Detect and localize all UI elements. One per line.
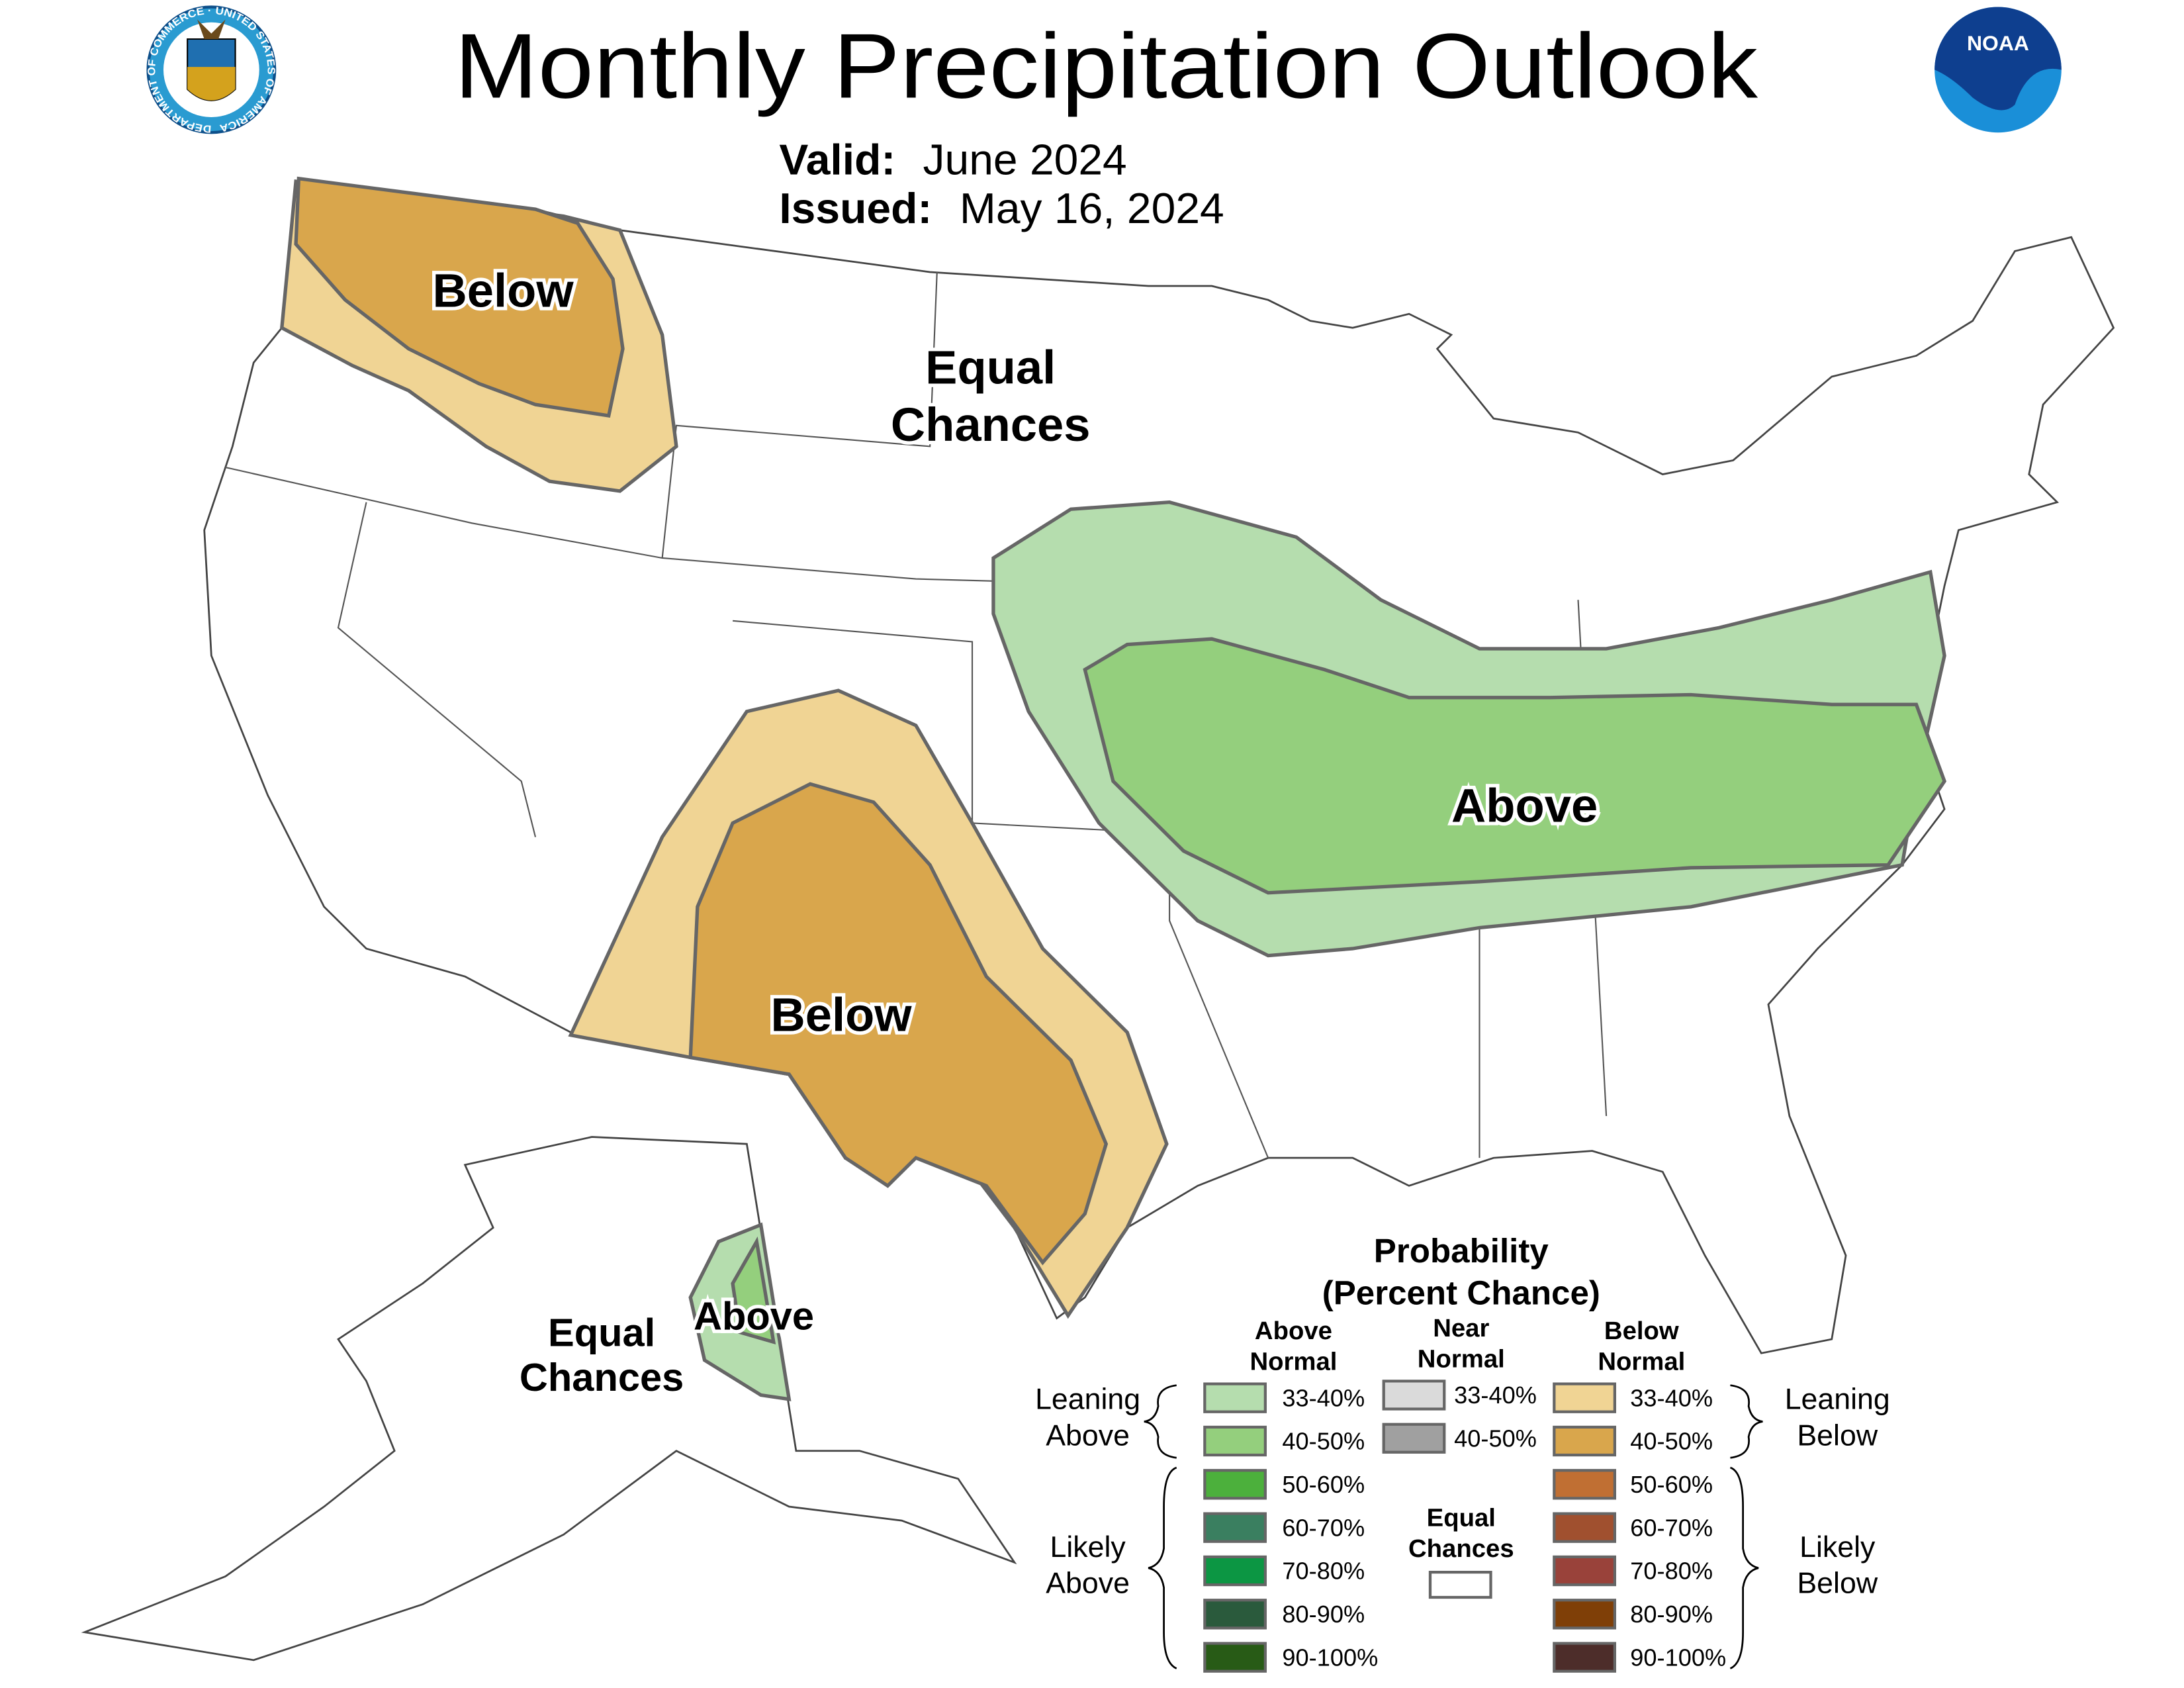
legend-title-2: (Percent Chance) — [1322, 1274, 1600, 1312]
alaska-above-label: Above — [694, 1294, 814, 1338]
alaska-equal-chances-label-2: Chances — [520, 1355, 684, 1399]
legend-swatch-above — [1203, 1512, 1267, 1543]
legend-title-1: Probability — [1374, 1232, 1549, 1270]
legend-col-below-1: Below — [1604, 1317, 1679, 1345]
legend-range-below: 60-70% — [1630, 1514, 1713, 1541]
leaning-above-label-1: Leaning — [1035, 1383, 1140, 1416]
valid-label: Valid: — [779, 136, 895, 184]
valid-value: June 2024 — [923, 136, 1127, 184]
issued-value: May 16, 2024 — [960, 184, 1224, 232]
legend-equal-chances-2: Chances — [1408, 1534, 1514, 1563]
legend-range-below: 90-100% — [1630, 1644, 1726, 1671]
legend-swatch-above — [1203, 1599, 1267, 1630]
sw-below-40-50-region — [688, 782, 1109, 1266]
leaning-below-label-1: Leaning — [1785, 1383, 1890, 1416]
plains-equal-chances-label-1: Equal — [925, 342, 1056, 395]
legend-col-below-2: Normal — [1598, 1348, 1685, 1376]
east-above-label: Above — [1451, 780, 1598, 833]
legend-range-below: 40-50% — [1630, 1428, 1713, 1455]
alaska-outline — [81, 1136, 1017, 1662]
leaning-above-label-2: Above — [1046, 1420, 1130, 1452]
page-title: Monthly Precipitation Outlook — [455, 14, 1759, 117]
commerce-seal-logo: DEPARTMENT OF COMMERCE · UNITED STATES O… — [146, 5, 277, 134]
legend-range-near: 40-50% — [1454, 1425, 1537, 1452]
legend-swatch-above — [1203, 1425, 1267, 1457]
legend: Probability (Percent Chance) Above Norma… — [1035, 1232, 1890, 1673]
legend-col-above-1: Above — [1255, 1317, 1332, 1345]
plains-equal-chances-label-2: Chances — [891, 399, 1091, 451]
legend-swatch-near — [1382, 1380, 1446, 1411]
nw-below-label: Below — [432, 265, 574, 318]
legend-swatch-above — [1203, 1382, 1267, 1413]
legend-range-above: 33-40% — [1282, 1384, 1365, 1411]
legend-col-near-1: Near — [1433, 1314, 1489, 1342]
legend-swatch-above — [1203, 1642, 1267, 1673]
alaska-equal-chances-label-1: Equal — [548, 1311, 655, 1355]
nw-below-40-50-region — [294, 176, 625, 418]
likely-above-label-2: Above — [1046, 1568, 1130, 1600]
legend-range-below: 80-90% — [1630, 1601, 1713, 1628]
east-above-40-50-region — [1083, 637, 1947, 895]
legend-range-below: 50-60% — [1630, 1471, 1713, 1498]
legend-equal-chances-1: Equal — [1427, 1504, 1496, 1532]
legend-range-below: 70-80% — [1630, 1558, 1713, 1585]
legend-range-above: 50-60% — [1282, 1471, 1365, 1498]
likely-above-label-1: Likely — [1050, 1531, 1126, 1564]
legend-swatch-below — [1553, 1512, 1616, 1543]
legend-range-below: 33-40% — [1630, 1384, 1713, 1411]
leaning-below-label-2: Below — [1797, 1420, 1878, 1452]
legend-swatch-near — [1382, 1423, 1446, 1454]
legend-range-above: 60-70% — [1282, 1514, 1365, 1541]
legend-range-above: 70-80% — [1282, 1558, 1365, 1585]
legend-swatch-below — [1553, 1382, 1616, 1413]
equal-chances-swatch — [1428, 1570, 1492, 1599]
legend-rows: 33-40% 40-50% 50-60% 60-70% 70-80% 80-90% 90-1… — [1203, 1380, 1726, 1673]
legend-braces — [1144, 1384, 1763, 1669]
legend-swatch-below — [1553, 1425, 1616, 1457]
noaa-logo-text: NOAA — [1967, 31, 2029, 55]
noaa-logo: NOAA — [1934, 7, 2062, 133]
legend-swatch-below — [1553, 1555, 1616, 1587]
legend-swatch-above — [1203, 1469, 1267, 1500]
legend-range-near: 33-40% — [1454, 1382, 1537, 1409]
likely-below-label-1: Likely — [1799, 1531, 1876, 1564]
legend-swatch-below — [1553, 1469, 1616, 1500]
legend-range-above: 90-100% — [1282, 1644, 1378, 1671]
legend-swatch-below — [1553, 1599, 1616, 1630]
issued-label: Issued: — [779, 184, 932, 232]
legend-swatch-below — [1553, 1642, 1616, 1673]
likely-below-label-2: Below — [1797, 1568, 1878, 1600]
legend-range-above: 40-50% — [1282, 1428, 1365, 1455]
legend-col-above-2: Normal — [1250, 1348, 1337, 1376]
sw-below-label: Below — [770, 989, 912, 1042]
alaska-above-40-50-region — [731, 1236, 776, 1345]
legend-range-above: 80-90% — [1282, 1601, 1365, 1628]
legend-swatch-above — [1203, 1555, 1267, 1587]
legend-col-near-2: Normal — [1418, 1344, 1505, 1373]
